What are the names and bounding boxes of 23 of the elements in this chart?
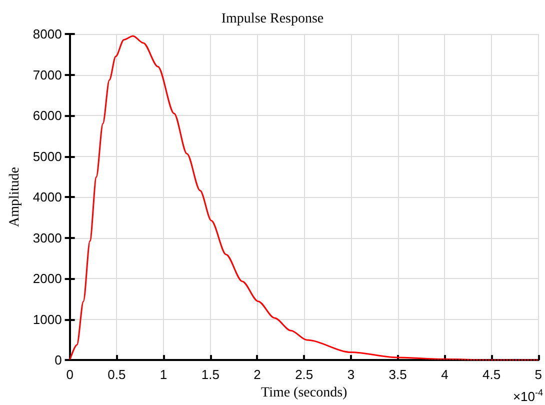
y-tick-label: 3000	[32, 230, 62, 246]
x-tick-label: 1.5	[201, 367, 220, 382]
x-tick-label: 1	[160, 367, 168, 382]
x-tick-label: 0.5	[108, 367, 126, 382]
y-tick-label: 6000	[32, 108, 62, 123]
x-axis-title: Time (seconds)	[261, 385, 348, 400]
x-tick-label: 3.5	[388, 367, 407, 382]
x-tick-label: 3	[347, 367, 355, 382]
y-tick-label: 8000	[32, 26, 62, 42]
y-tick-label: 7000	[32, 67, 62, 82]
y-axis-title: Amplitude	[8, 167, 22, 227]
x-tick-label: 2	[254, 367, 261, 382]
x-tick-label: 4.5	[482, 367, 501, 382]
y-tick-label: 4000	[32, 190, 62, 204]
y-tick-label: 1000	[32, 312, 62, 327]
x-tick-label: 2.5	[295, 367, 314, 382]
y-tick-label: 5000	[32, 148, 62, 164]
x-tick-label: 5	[534, 367, 542, 382]
y-tick-label: 2000	[32, 271, 62, 286]
chart-title: Impulse Response	[221, 12, 324, 26]
y-tick-label: 0	[54, 352, 62, 368]
x-tick-label: 4	[441, 367, 448, 382]
x-tick-label: 0	[66, 367, 74, 382]
